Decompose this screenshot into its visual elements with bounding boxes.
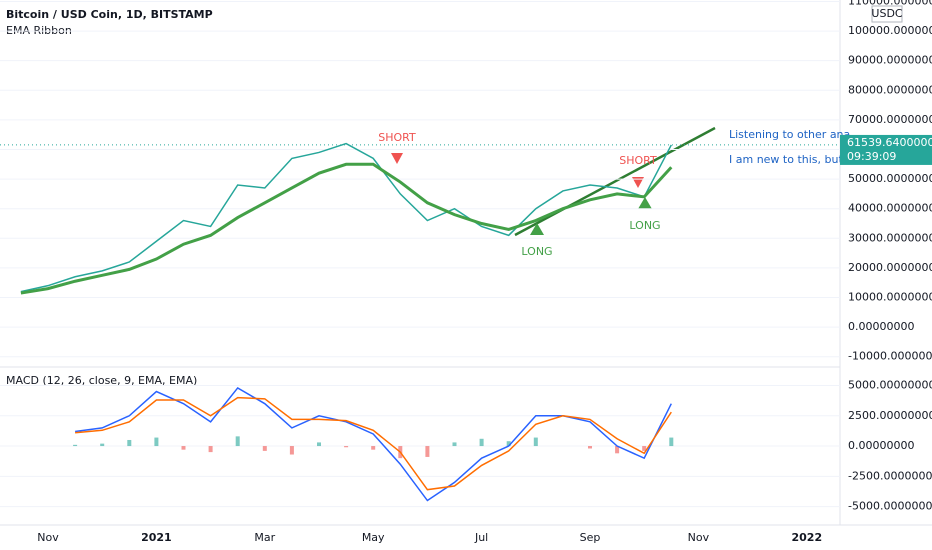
long-marker bbox=[638, 197, 652, 209]
chart-title: Bitcoin / USD Coin, 1D, BITSTAMP bbox=[6, 8, 213, 21]
x-tick-label: Jul bbox=[474, 531, 488, 544]
last-price-box bbox=[840, 134, 932, 165]
histogram-bar bbox=[452, 442, 457, 447]
series-line bbox=[20, 162, 673, 295]
y-tick-label: 0.00000000 bbox=[848, 439, 914, 452]
histogram-bar bbox=[615, 446, 620, 454]
macd-title: MACD (12, 26, close, 9, EMA, EMA) bbox=[6, 374, 197, 387]
y-tick-label: -10000.00000000 bbox=[848, 350, 932, 363]
x-tick-label: May bbox=[362, 531, 385, 544]
y-tick-label: -2500.00000000 bbox=[848, 469, 932, 482]
y-tick-label: 100000.00000000 bbox=[848, 24, 932, 37]
histogram-bar bbox=[289, 446, 294, 455]
histogram-bar bbox=[127, 439, 132, 447]
note: I am new to this, but I bbox=[729, 153, 850, 166]
y-tick-label: 5000.00000000 bbox=[848, 379, 932, 392]
x-tick-label: Nov bbox=[37, 531, 59, 544]
signal-label: LONG bbox=[629, 219, 660, 232]
long-marker bbox=[530, 223, 544, 235]
countdown: 09:39:09 bbox=[847, 150, 896, 163]
histogram-bar bbox=[344, 446, 349, 448]
x-tick-label: 2021 bbox=[141, 531, 172, 544]
note: Listening to other ana bbox=[729, 128, 850, 141]
y-tick-label: -5000.00000000 bbox=[848, 500, 932, 513]
y-tick-label: 10000.00000000 bbox=[848, 291, 932, 304]
histogram-bar bbox=[479, 438, 484, 447]
histogram-bar bbox=[425, 446, 430, 457]
series-line bbox=[20, 142, 672, 293]
y-tick-label: 80000.00000000 bbox=[848, 83, 932, 96]
y-tick-label: 2500.00000000 bbox=[848, 409, 932, 422]
short-marker bbox=[632, 177, 644, 188]
y-tick-label: 40000.00000000 bbox=[848, 202, 932, 215]
y-tick-label: 0.00000000 bbox=[848, 320, 914, 333]
y-tick-label: 20000.00000000 bbox=[848, 261, 932, 274]
histogram-bar bbox=[235, 436, 240, 447]
y-tick-label: 70000.00000000 bbox=[848, 113, 932, 126]
histogram-bar bbox=[100, 443, 105, 447]
signal-label: SHORT bbox=[619, 154, 657, 167]
histogram-bar bbox=[371, 446, 376, 450]
histogram-bar bbox=[506, 441, 511, 447]
y-tick-label: 50000.00000000 bbox=[848, 172, 932, 185]
histogram-bar bbox=[317, 442, 321, 447]
histogram-bar bbox=[588, 446, 592, 449]
histogram-bar bbox=[642, 446, 647, 451]
x-tick-label: Mar bbox=[254, 531, 275, 544]
x-tick-label: 2022 bbox=[791, 531, 822, 544]
histogram-bar bbox=[669, 437, 674, 447]
signal-label: LONG bbox=[521, 245, 552, 258]
signal-label: SHORT bbox=[378, 131, 416, 144]
histogram-bar bbox=[181, 446, 186, 450]
y-tick-label: 110000.00000000 bbox=[848, 0, 932, 7]
histogram-bar bbox=[262, 446, 267, 451]
indicator-name: EMA Ribbon bbox=[6, 24, 72, 37]
series-line bbox=[75, 396, 672, 491]
x-tick-label: Nov bbox=[688, 531, 710, 544]
trend-line bbox=[514, 126, 716, 237]
series-line bbox=[75, 386, 672, 502]
x-tick-label: Sep bbox=[580, 531, 601, 544]
y-tick-label: 30000.00000000 bbox=[848, 231, 932, 244]
histogram-bar bbox=[73, 444, 78, 447]
currency: USDC bbox=[871, 7, 903, 20]
histogram-bar bbox=[154, 437, 159, 447]
short-marker bbox=[391, 153, 403, 164]
histogram-bar bbox=[533, 437, 538, 447]
histogram-bar bbox=[208, 446, 213, 453]
y-tick-label: 90000.00000000 bbox=[848, 54, 932, 67]
currency-box bbox=[871, 5, 903, 23]
